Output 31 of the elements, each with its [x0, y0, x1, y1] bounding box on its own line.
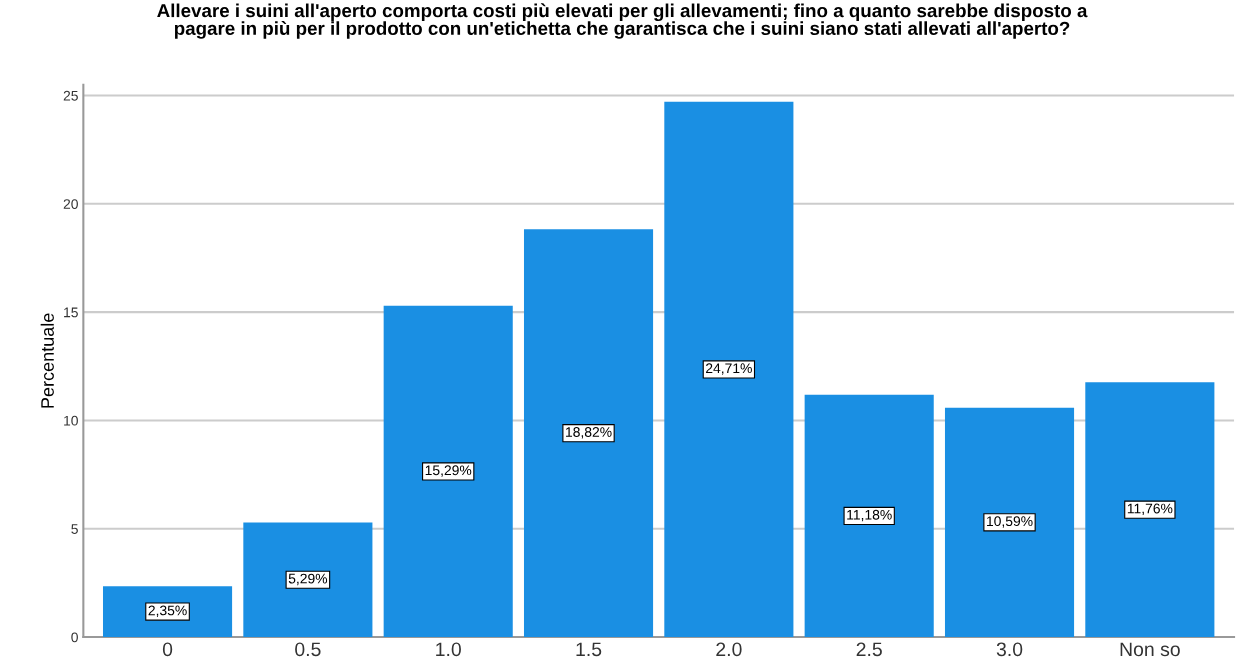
chart-title: Allevare i suini all'aperto comporta costi più elevati per gli allevamenti; fino a quanto sarebbe disposto a pagare in più per il prodotto con un'etichetta che garantisca che i suini siano stati allevati all'aperto? [157, 3, 1088, 39]
bar [664, 101, 794, 638]
x-tick-label: 2.0 [716, 642, 742, 657]
x-tick-label: 2.5 [856, 642, 882, 657]
data-label: 11,18% [847, 509, 892, 522]
data-label: 11,76% [1127, 503, 1173, 516]
bar [1085, 382, 1215, 638]
y-tick-label: 25 [63, 90, 78, 101]
x-tick-label: 1.0 [436, 642, 461, 657]
y-tick-label: 15 [64, 307, 78, 318]
bar [383, 305, 513, 638]
x-tick-label: 3.0 [996, 642, 1023, 657]
data-label: 24,71% [706, 363, 752, 375]
x-tick-label: Non so [1120, 642, 1180, 657]
y-tick-label: 5 [71, 524, 78, 534]
bar [804, 394, 934, 638]
bar [944, 407, 1075, 638]
x-tick-label: 0 [162, 642, 173, 657]
y-tick-label: 10 [64, 415, 78, 426]
data-label: 15,29% [425, 465, 472, 477]
y-tick-label: 20 [63, 199, 78, 209]
y-tick-label: 0 [71, 632, 78, 643]
data-label: 2,35% [148, 605, 187, 617]
data-label: 10,59% [987, 516, 1033, 528]
bar [523, 229, 654, 638]
x-tick-label: 0.5 [295, 642, 321, 657]
data-label: 5,29% [288, 573, 328, 586]
y-axis-title: Percentuale [40, 313, 54, 408]
data-label: 18,82% [566, 427, 612, 439]
x-tick-label: 1.5 [576, 642, 602, 657]
bar [243, 522, 373, 638]
